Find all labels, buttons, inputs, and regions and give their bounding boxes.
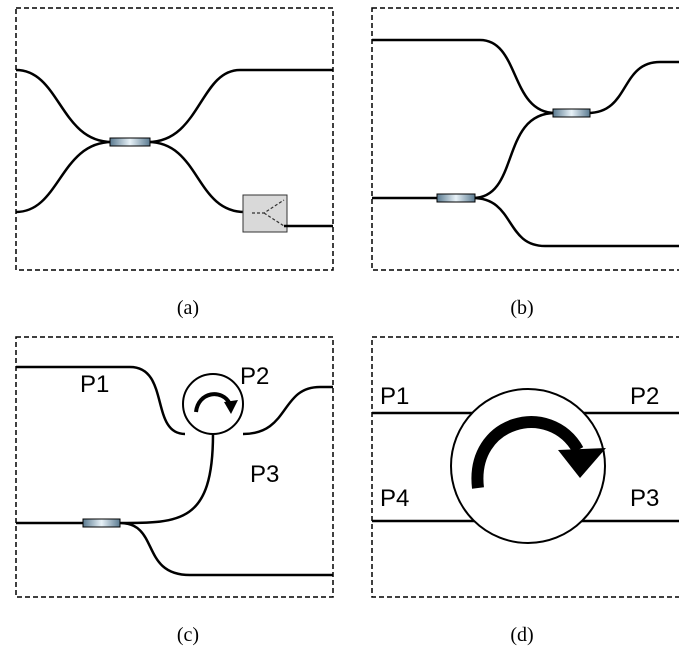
- panel-b: [372, 38, 679, 248]
- panel-frame: [15, 336, 334, 598]
- port-label: P2: [240, 363, 269, 390]
- caption: (d): [510, 624, 533, 646]
- port-label: P1: [380, 383, 409, 410]
- fiber: [16, 365, 333, 577]
- panel-c: P1 P2 P3: [16, 363, 333, 577]
- panel-a: [15, 68, 333, 233]
- fiber: [372, 38, 679, 248]
- circulator: [182, 373, 244, 435]
- coupler: [552, 108, 591, 118]
- panel-frame: [371, 336, 679, 598]
- port-label: P2: [630, 383, 659, 410]
- coupler: [436, 193, 476, 203]
- coupler: [82, 518, 121, 528]
- switch-path: [252, 199, 285, 227]
- port-label: P1: [80, 371, 109, 398]
- port-label: P4: [380, 485, 409, 512]
- panel-d: P1 P2 P4 P3: [372, 383, 679, 544]
- circulator-arrow: [194, 392, 232, 413]
- caption: (b): [510, 297, 533, 319]
- panel-frame: [15, 7, 334, 271]
- caption: (c): [177, 624, 199, 646]
- circulator: [450, 388, 606, 544]
- coupler: [109, 137, 151, 147]
- port-label: P3: [250, 461, 279, 488]
- arrow-head: [224, 400, 238, 414]
- port-label: P3: [630, 485, 659, 512]
- fiber: [15, 68, 333, 214]
- panel-frame: [371, 7, 679, 271]
- circulator-arrow: [471, 416, 584, 489]
- arrow-head: [558, 448, 606, 478]
- caption: (a): [177, 297, 199, 319]
